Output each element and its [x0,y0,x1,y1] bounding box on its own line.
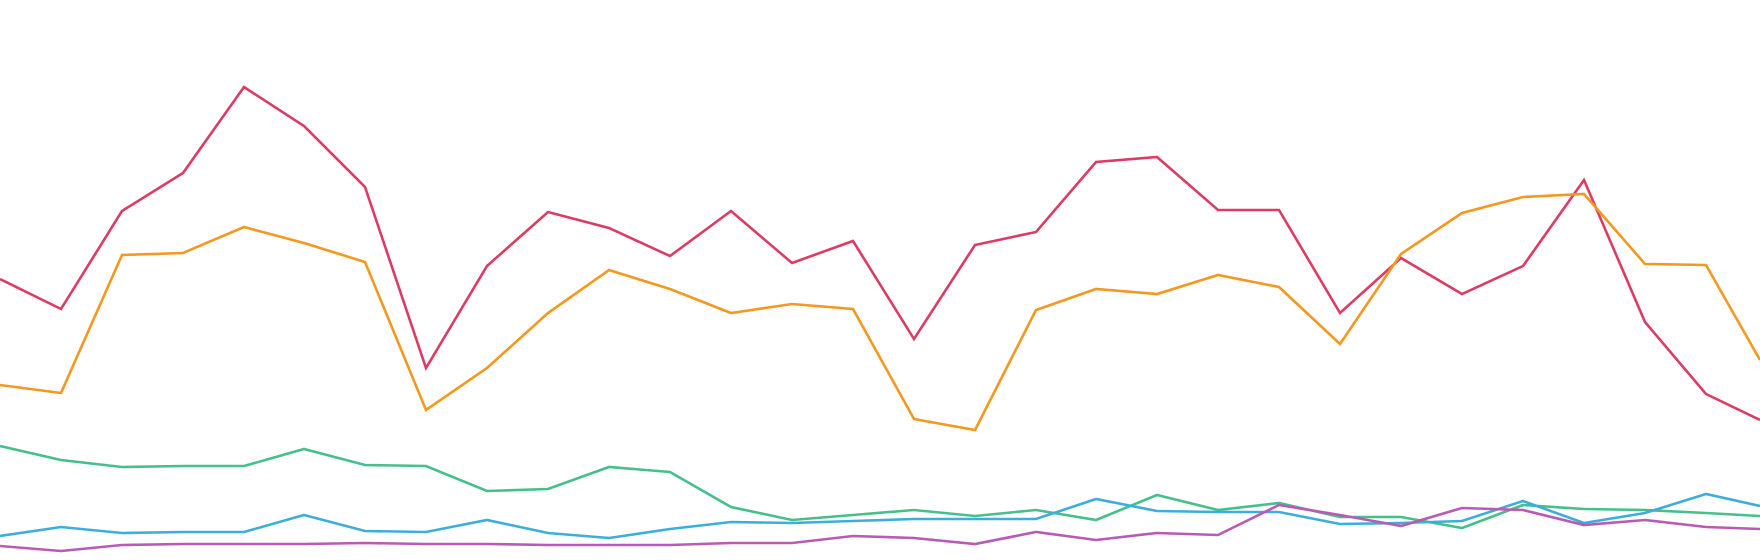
series-2-line [0,192,1760,432]
series-5 [0,503,1760,553]
series-5-line [0,503,1760,553]
series-layer [0,85,1760,553]
series-2 [0,192,1760,432]
series-1 [0,85,1760,422]
series-3 [0,444,1760,530]
series-1-line [0,85,1760,422]
series-4 [0,492,1760,540]
series-4-line [0,492,1760,540]
series-3-line [0,444,1760,530]
